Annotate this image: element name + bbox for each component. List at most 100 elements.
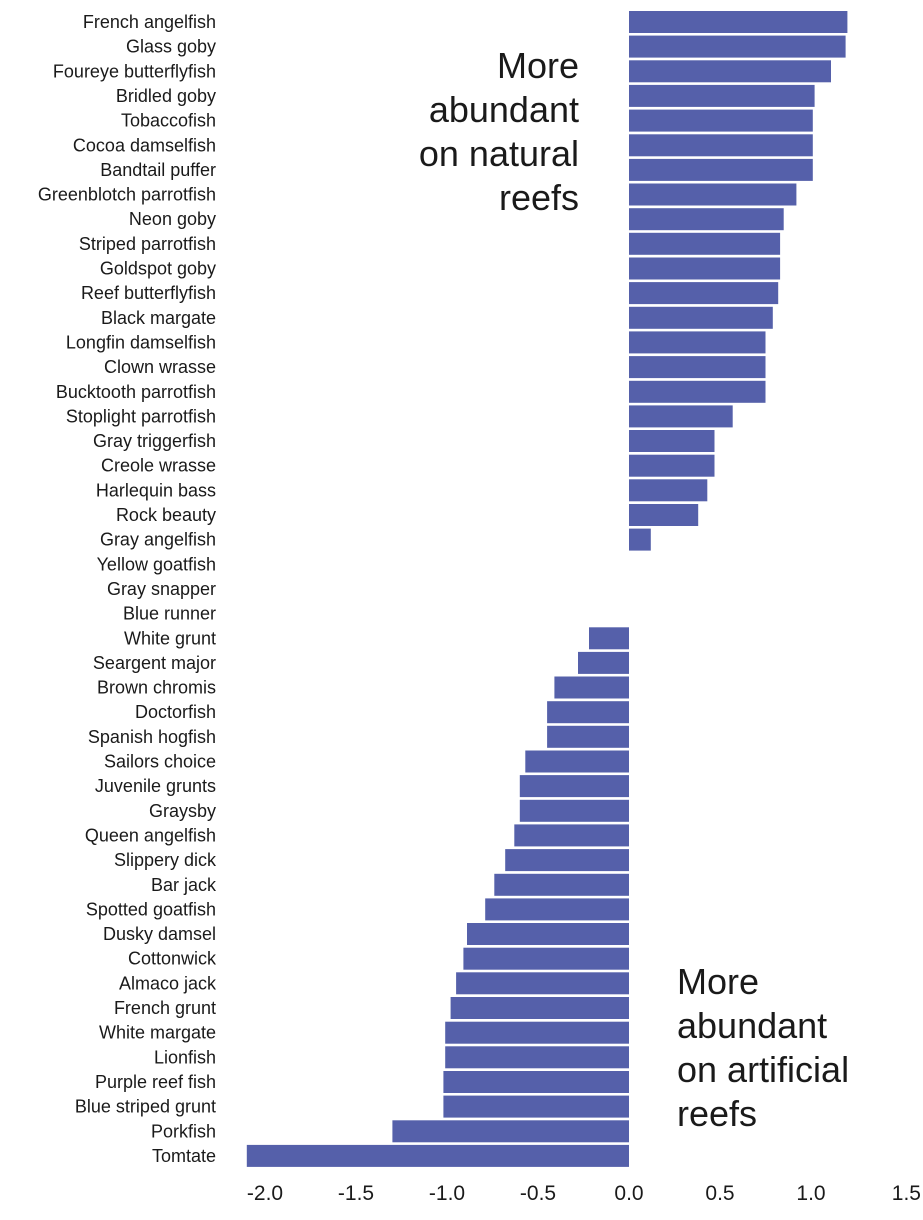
annotation-line: reefs — [499, 177, 579, 218]
category-label-reef-butterflyfish: Reef butterflyfish — [81, 283, 216, 303]
bar-tomtate — [246, 1144, 630, 1167]
category-label-gray-snapper: Gray snapper — [107, 579, 216, 599]
category-label-sailors-choice: Sailors choice — [104, 752, 216, 772]
bar-slippery-dick — [505, 849, 629, 872]
category-label-dusky-damsel: Dusky damsel — [103, 924, 216, 944]
category-label-bridled-goby: Bridled goby — [116, 86, 216, 106]
category-label-goldspot-goby: Goldspot goby — [100, 259, 216, 279]
category-label-spanish-hogfish: Spanish hogfish — [88, 727, 216, 747]
category-label-french-grunt: French grunt — [114, 998, 216, 1018]
bar-bar-jack — [494, 873, 629, 896]
bars-group — [246, 11, 848, 1167]
bar-graysby — [519, 799, 629, 822]
x-tick-label: 0.0 — [614, 1182, 643, 1205]
bar-longfin-damselfish — [629, 331, 766, 354]
category-label-longfin-damselfish: Longfin damselfish — [66, 332, 216, 352]
bar-white-grunt — [589, 627, 629, 650]
bar-queen-angelfish — [514, 824, 629, 847]
bar-cocoa-damselfish — [629, 134, 813, 157]
bar-goldspot-goby — [629, 257, 781, 280]
category-label-juvenile-grunts: Juvenile grunts — [95, 776, 216, 796]
bar-doctorfish — [547, 701, 629, 724]
category-label-blue-striped-grunt: Blue striped grunt — [75, 1097, 216, 1117]
category-label-rock-beauty: Rock beauty — [116, 505, 216, 525]
category-label-yellow-goatfish: Yellow goatfish — [97, 554, 216, 574]
category-label-purple-reef-fish: Purple reef fish — [95, 1072, 216, 1092]
bar-reef-butterflyfish — [629, 282, 779, 305]
bar-clown-wrasse — [629, 356, 766, 379]
annotation-line: on natural — [419, 133, 579, 174]
category-label-bar-jack: Bar jack — [151, 875, 217, 895]
bar-juvenile-grunts — [519, 775, 629, 798]
category-label-slippery-dick: Slippery dick — [114, 850, 217, 870]
bar-bucktooth-parrotfish — [629, 380, 766, 403]
category-label-tomtate: Tomtate — [152, 1146, 216, 1166]
bar-stoplight-parrotfish — [629, 405, 733, 428]
category-label-tobaccofish: Tobaccofish — [121, 111, 216, 131]
category-label-seargent-major: Seargent major — [93, 653, 216, 673]
bar-greenblotch-parrotfish — [629, 183, 797, 206]
category-label-lionfish: Lionfish — [154, 1047, 216, 1067]
bar-sailors-choice — [525, 750, 629, 773]
bar-seargent-major — [578, 651, 629, 674]
category-label-cocoa-damselfish: Cocoa damselfish — [73, 135, 216, 155]
category-label-striped-parrotfish: Striped parrotfish — [79, 234, 216, 254]
x-tick-label: -1.0 — [429, 1182, 465, 1205]
x-tick-label: -2.0 — [247, 1182, 283, 1205]
bar-spanish-hogfish — [547, 725, 629, 748]
annotation-artificial: More abundant on artificial reefs — [677, 961, 849, 1134]
category-label-glass-goby: Glass goby — [126, 37, 216, 57]
bar-striped-parrotfish — [629, 232, 781, 255]
bar-bridled-goby — [629, 84, 815, 107]
bar-bandtail-puffer — [629, 158, 813, 181]
category-label-queen-angelfish: Queen angelfish — [85, 825, 216, 845]
bar-black-margate — [629, 306, 773, 329]
category-label-black-margate: Black margate — [101, 308, 216, 328]
category-labels-group: French angelfish Glass goby Foureye butter… — [38, 12, 217, 1166]
bar-rock-beauty — [629, 504, 699, 526]
annotation-line: abundant — [677, 1005, 827, 1046]
bar-french-grunt — [450, 997, 629, 1019]
annotation-natural: More abundant on natural reefs — [419, 45, 579, 218]
bar-almaco-jack — [456, 972, 629, 995]
category-label-clown-wrasse: Clown wrasse — [104, 357, 216, 377]
bar-tobaccofish — [629, 109, 813, 132]
category-label-doctorfish: Doctorfish — [135, 702, 216, 722]
annotation-line: More — [497, 45, 579, 86]
x-tick-label: -1.5 — [338, 1182, 374, 1205]
annotation-line: More — [677, 961, 759, 1002]
bar-gray-angelfish — [629, 528, 651, 551]
category-label-foureye-butterflyfish: Foureye butterflyfish — [53, 61, 216, 81]
bar-gray-triggerfish — [629, 430, 715, 452]
bar-porkfish — [392, 1120, 629, 1143]
annotation-line: abundant — [429, 89, 579, 130]
category-label-bucktooth-parrotfish: Bucktooth parrotfish — [56, 382, 216, 402]
bar-spotted-goatfish — [485, 898, 629, 921]
category-label-almaco-jack: Almaco jack — [119, 973, 217, 993]
annotation-line: reefs — [677, 1093, 757, 1134]
bar-neon-goby — [629, 208, 784, 231]
category-label-harlequin-bass: Harlequin bass — [96, 480, 216, 500]
x-tick-label: 1.5 — [892, 1182, 921, 1205]
category-label-graysby: Graysby — [149, 801, 216, 821]
bar-french-angelfish — [629, 11, 848, 33]
category-label-white-grunt: White grunt — [124, 628, 216, 648]
category-label-stoplight-parrotfish: Stoplight parrotfish — [66, 406, 216, 426]
bar-lionfish — [445, 1046, 629, 1069]
category-label-spotted-goatfish: Spotted goatfish — [86, 899, 216, 919]
bar-harlequin-bass — [629, 479, 708, 502]
bar-foureye-butterflyfish — [629, 60, 831, 83]
bar-brown-chromis — [554, 676, 629, 699]
category-label-creole-wrasse: Creole wrasse — [101, 456, 216, 476]
bar-blue-striped-grunt — [443, 1095, 629, 1118]
category-label-white-margate: White margate — [99, 1023, 216, 1043]
category-label-bandtail-puffer: Bandtail puffer — [100, 160, 216, 180]
bar-cottonwick — [463, 947, 629, 970]
category-label-gray-triggerfish: Gray triggerfish — [93, 431, 216, 451]
x-axis-ticks-group: -2.0 -1.5 -1.0 -0.5 0.0 0.5 1.0 1.5 — [247, 1182, 921, 1205]
bar-dusky-damsel — [467, 923, 629, 945]
x-tick-label: -0.5 — [520, 1182, 556, 1205]
